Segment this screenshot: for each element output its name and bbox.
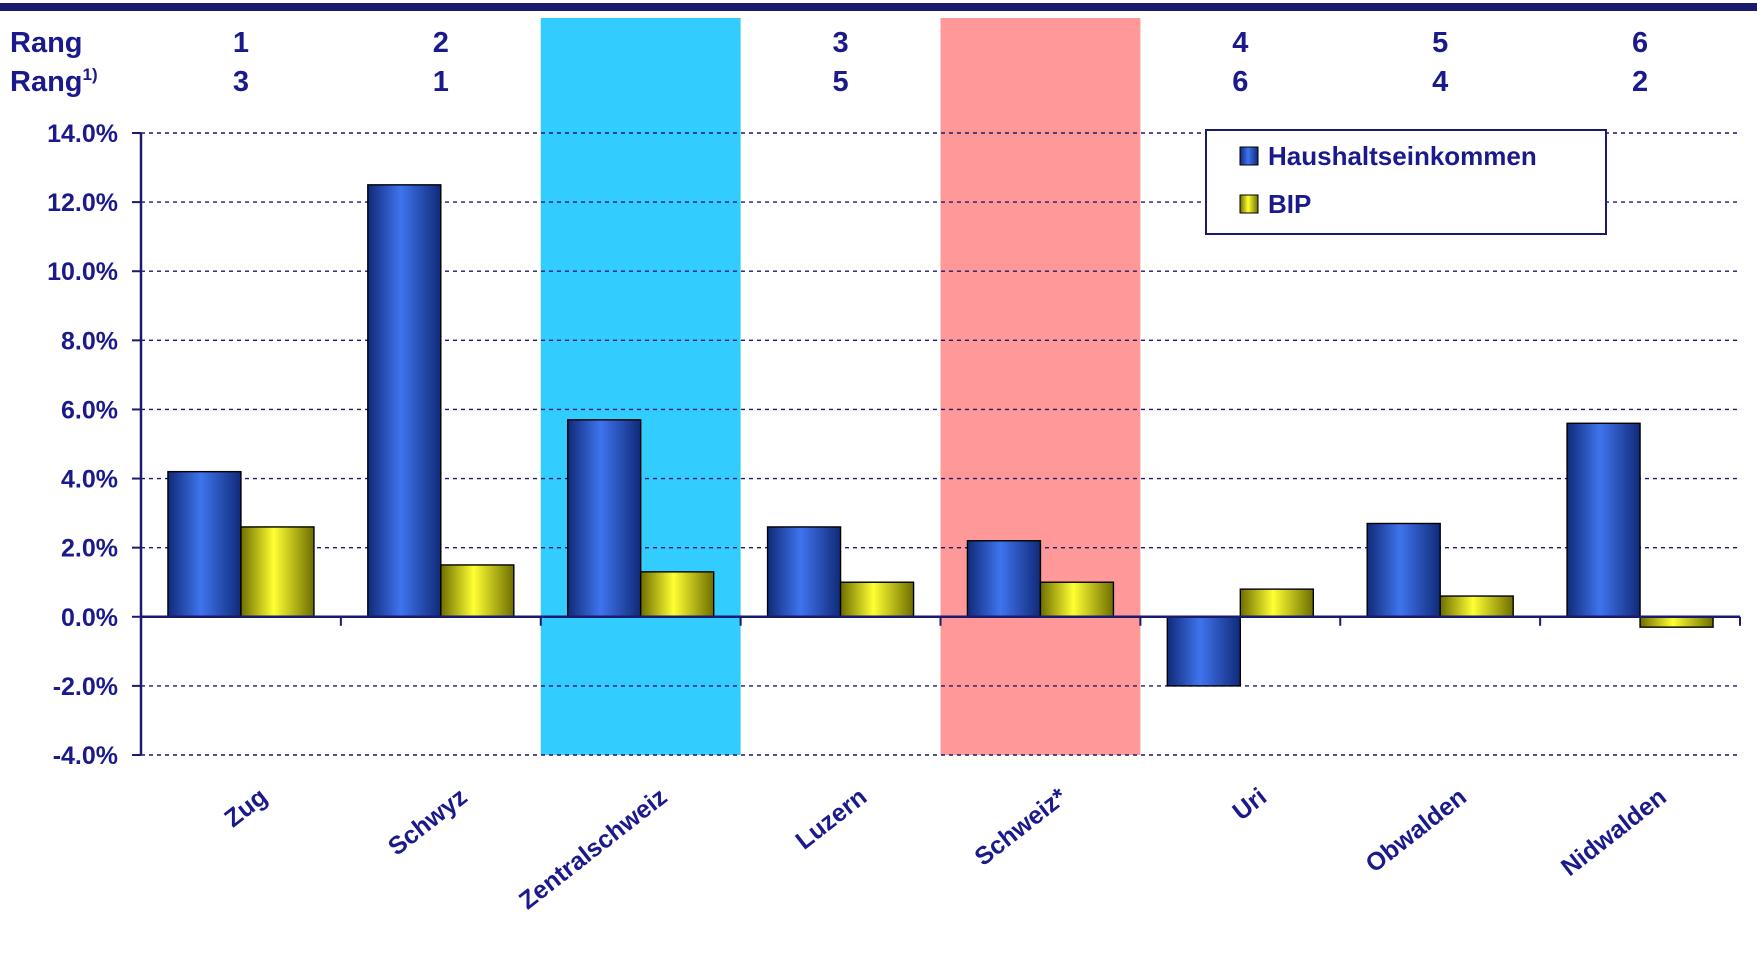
bar-haushaltseinkommen-4 — [966, 540, 1042, 618]
legend: Haushaltseinkommen BIP — [1205, 129, 1607, 235]
legend-swatch-haushaltseinkommen — [1239, 146, 1259, 166]
category-label-2: Zentralschweiz — [514, 783, 672, 915]
bar-haushaltseinkommen-7 — [1566, 422, 1641, 618]
rank-value-0-3: 3 — [832, 27, 848, 59]
rank-value-1-3: 5 — [832, 66, 848, 98]
bar-haushaltseinkommen-0 — [167, 470, 242, 618]
category-label-4: Schweiz* — [969, 782, 1072, 871]
rank-value-1-6: 4 — [1432, 66, 1448, 98]
category-label-6: Obwalden — [1361, 783, 1472, 879]
bar-haushaltseinkommen-6 — [1366, 522, 1441, 618]
y-tick-label-0: 14.0% — [47, 120, 118, 148]
rank-value-0-1: 2 — [433, 27, 449, 59]
rank-value-0-0: 1 — [233, 27, 249, 59]
rank-row-label-1: Rang1) — [10, 65, 98, 98]
bar-bip-0 — [240, 526, 315, 618]
rank-value-0-5: 4 — [1232, 27, 1248, 59]
y-tick-label-5: 4.0% — [61, 466, 118, 494]
legend-swatch-bip — [1239, 194, 1259, 214]
bar-bip-4 — [1039, 581, 1115, 618]
bar-bip-7 — [1639, 616, 1714, 628]
rank-row-label-0: Rang — [10, 27, 83, 59]
legend-box — [1205, 129, 1607, 235]
highlight-column-4 — [940, 18, 1141, 755]
legend-label-haushaltseinkommen: Haushaltseinkommen — [1268, 141, 1537, 171]
rank-value-1-5: 6 — [1232, 66, 1248, 98]
legend-label-bip: BIP — [1268, 189, 1311, 219]
y-tick-label-1: 12.0% — [47, 189, 118, 217]
y-tick-label-4: 6.0% — [61, 396, 118, 424]
bar-haushaltseinkommen-5 — [1166, 616, 1242, 687]
category-label-7: Nidwalden — [1556, 783, 1672, 882]
bar-haushaltseinkommen-3 — [766, 526, 842, 618]
category-label-0: Zug — [219, 783, 272, 833]
category-label-5: Uri — [1227, 783, 1272, 826]
bar-bip-3 — [839, 581, 915, 618]
bar-haushaltseinkommen-2 — [566, 419, 642, 618]
rank-value-0-6: 5 — [1432, 27, 1448, 59]
y-tick-label-8: -2.0% — [53, 673, 118, 701]
highlight-column-2 — [540, 18, 741, 755]
y-tick-label-9: -4.0% — [53, 742, 118, 770]
rank-value-0-7: 6 — [1632, 27, 1648, 59]
y-tick-label-6: 2.0% — [61, 535, 118, 563]
category-label-3: Luzern — [790, 783, 872, 856]
bar-bip-6 — [1439, 595, 1514, 618]
y-tick-label-2: 10.0% — [47, 258, 118, 286]
bar-bip-5 — [1239, 588, 1315, 618]
y-tick-label-7: 0.0% — [61, 604, 118, 632]
rank-value-1-1: 1 — [433, 66, 449, 98]
bar-bip-1 — [440, 564, 515, 618]
y-tick-label-3: 8.0% — [61, 327, 118, 355]
rank-value-1-0: 3 — [233, 66, 249, 98]
bar-haushaltseinkommen-1 — [367, 184, 442, 618]
category-label-1: Schwyz — [383, 783, 473, 862]
bar-bip-2 — [639, 571, 715, 618]
rank-value-1-7: 2 — [1632, 66, 1648, 98]
